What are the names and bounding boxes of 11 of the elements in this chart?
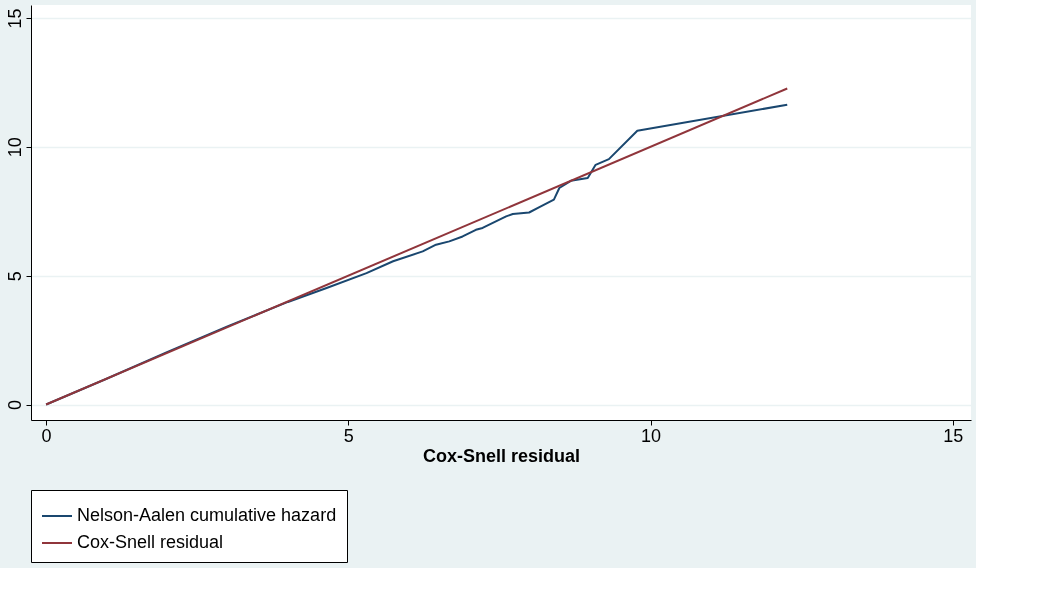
x-tick-label: 0 [41,425,52,446]
y-tick-label: 0 [4,400,25,411]
y-tick-label: 10 [4,137,25,158]
y-tick-label: 15 [4,8,25,29]
x-tick-label: 10 [641,425,662,446]
x-axis-title: Cox-Snell residual [422,445,581,466]
x-tick-label: 15 [943,425,964,446]
legend-label: Nelson-Aalen cumulative hazard [77,505,337,525]
x-tick-label: 5 [343,425,354,446]
legend-label: Cox-Snell residual [77,532,224,552]
y-tick-label: 5 [4,271,25,282]
